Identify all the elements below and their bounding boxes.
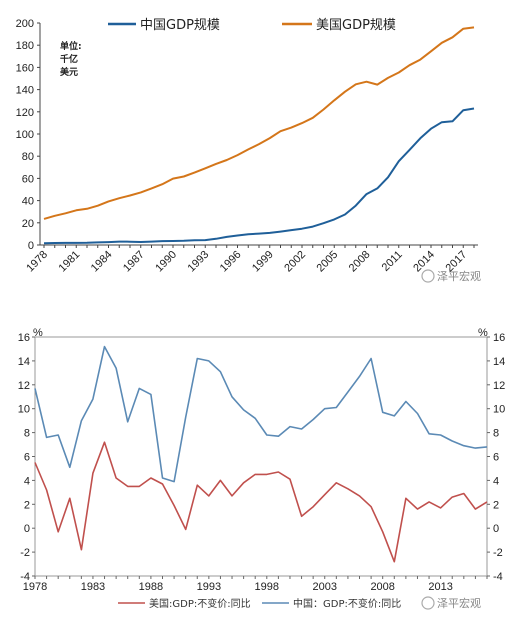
y-tick-label: 180 — [16, 40, 34, 52]
x-tick-label: 2014 — [411, 249, 437, 275]
y-tick-label-left: 6 — [24, 452, 30, 464]
y-tick-label: 160 — [16, 62, 34, 74]
x-tick-label: 2011 — [380, 249, 405, 274]
x-tick-label: 1999 — [250, 249, 276, 275]
unit-label-line: 单位: — [60, 40, 82, 52]
legend-label-china: 中国GDP规模 — [140, 18, 220, 33]
y-tick-label-left: -4 — [20, 571, 30, 583]
y-tick-label: 60 — [22, 173, 34, 185]
series-line-us-growth — [34, 441, 488, 563]
y-tick-label: 140 — [16, 85, 34, 97]
x-tick-label: 2002 — [282, 249, 308, 275]
y-tick-label-right: 0 — [493, 523, 499, 535]
y-tick-label-left: 2 — [24, 499, 30, 511]
chart2-series — [34, 345, 488, 563]
gdp-growth-chart: -4 -4 -2 -2 0 0 2 2 4 4 6 6 8 8 10 10 12 12 14 14 16 16 1978 19… — [18, 327, 506, 610]
y-tick-label-right: 10 — [493, 404, 505, 416]
y-tick-label: 120 — [16, 107, 34, 119]
series-line-china-growth — [34, 345, 488, 483]
chart1-axes — [37, 22, 478, 248]
wechat-icon — [421, 596, 435, 610]
y-tick-label-left: 4 — [24, 475, 30, 487]
y-tick-label-left: 10 — [18, 404, 30, 416]
x-tick-label: 2013 — [428, 581, 452, 593]
y-tick-label-left: 12 — [18, 380, 30, 392]
wechat-icon — [421, 269, 435, 283]
y-tick-label-right: 14 — [493, 356, 505, 368]
chart1-legend: 中国GDP规模 美国GDP规模 — [108, 18, 396, 33]
y-tick-label-left: 14 — [18, 356, 30, 368]
unit-label-line: 千亿 — [60, 53, 78, 65]
x-tick-label: 2003 — [313, 581, 337, 593]
right-axis-unit: % — [478, 327, 488, 339]
legend-label-china-growth: 中国：GDP:不变价:同比 — [293, 597, 401, 610]
x-tick-label: 1978 — [23, 581, 47, 593]
y-tick-label: 0 — [28, 240, 34, 252]
y-tick-label-right: 16 — [493, 332, 505, 344]
y-tick-label-left: 16 — [18, 332, 30, 344]
x-tick-label: 2005 — [315, 249, 341, 275]
y-tick-label: 100 — [16, 129, 34, 141]
x-tick-label: 1981 — [57, 249, 83, 275]
watermark-bottom: 泽平宏观 — [421, 596, 481, 610]
legend-label-us-growth: 美国:GDP:不变价:同比 — [149, 597, 251, 610]
y-tick-label: 20 — [22, 218, 34, 230]
x-tick-label: 1983 — [81, 581, 105, 593]
chart2-tick-labels: -4 -4 -2 -2 0 0 2 2 4 4 6 6 8 8 10 10 12 12 14 14 16 16 1978 19… — [18, 332, 506, 593]
watermark-text: 泽平宏观 — [437, 596, 481, 610]
y-tick-label-left: 8 — [24, 428, 30, 440]
y-tick-label-right: 8 — [493, 428, 499, 440]
y-tick-label-right: -2 — [493, 547, 503, 559]
legend-label-us: 美国GDP规模 — [316, 18, 396, 33]
y-tick-label-right: 6 — [493, 452, 499, 464]
series-line-us-gdp — [43, 26, 475, 220]
y-tick-label-right: 12 — [493, 380, 505, 392]
x-tick-label: 1988 — [139, 581, 163, 593]
unit-label-line: 美元 — [60, 66, 78, 78]
x-tick-label: 1993 — [186, 249, 212, 275]
x-tick-label: 2008 — [370, 581, 394, 593]
y-tick-label-left: -2 — [20, 547, 30, 559]
y-tick-label: 200 — [16, 18, 34, 30]
y-tick-label: 80 — [22, 151, 34, 163]
y-tick-label: 40 — [22, 196, 34, 208]
x-tick-label: 1984 — [89, 249, 115, 275]
x-tick-label: 1998 — [255, 581, 279, 593]
y-tick-label-right: 4 — [493, 475, 499, 487]
chart1-series — [43, 26, 475, 245]
plot-frame — [34, 336, 488, 577]
chart2-axes — [32, 336, 490, 579]
y-tick-label-left: 0 — [24, 523, 30, 535]
left-axis-unit: % — [33, 327, 43, 339]
x-tick-label: 1987 — [121, 249, 147, 275]
x-tick-label: 1996 — [218, 249, 244, 275]
x-tick-label: 1993 — [197, 581, 221, 593]
x-tick-label: 1990 — [153, 249, 179, 275]
x-tick-label: 2008 — [347, 249, 373, 275]
chart2-legend: 美国:GDP:不变价:同比 中国：GDP:不变价:同比 — [118, 597, 401, 610]
watermark-text: 泽平宏观 — [437, 269, 481, 283]
watermark-top: 泽平宏观 — [421, 269, 481, 283]
y-tick-label-right: -4 — [493, 571, 503, 583]
x-tick-label: 1978 — [24, 249, 50, 275]
unit-label: 单位: 千亿 美元 — [60, 40, 82, 78]
series-line-china-gdp — [43, 107, 475, 245]
y-tick-label-right: 2 — [493, 499, 499, 511]
